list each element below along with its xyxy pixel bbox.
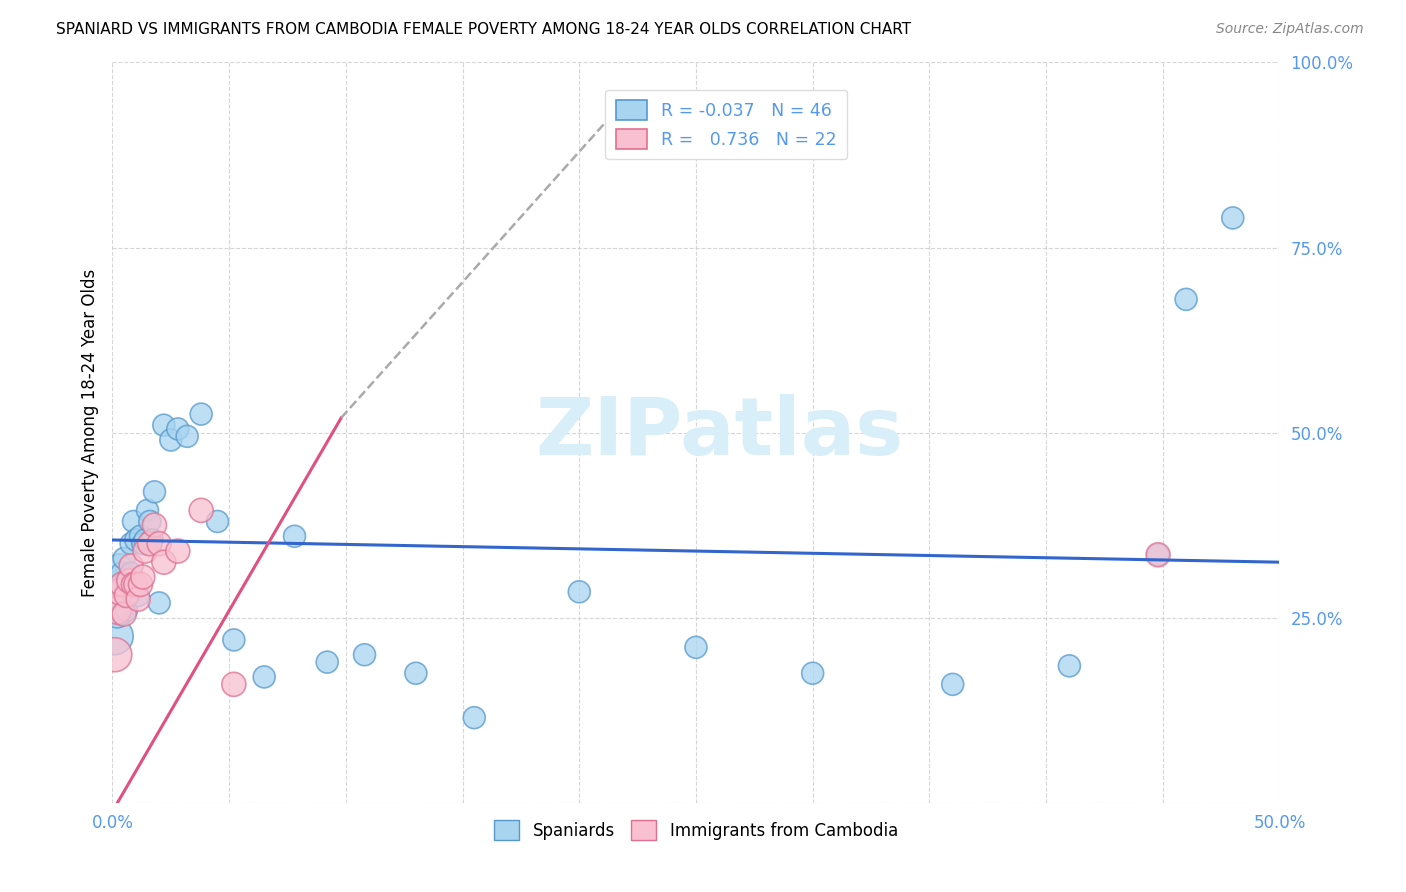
Point: [143, 518, 166, 533]
Point: [1222, 211, 1244, 225]
Point: [134, 533, 156, 547]
Point: [122, 515, 145, 529]
Point: [1059, 658, 1081, 673]
Point: [283, 529, 305, 543]
Point: [112, 581, 135, 595]
Point: [132, 536, 155, 550]
Point: [115, 589, 138, 603]
Point: [111, 566, 134, 581]
Point: [120, 536, 142, 550]
Text: Source: ZipAtlas.com: Source: ZipAtlas.com: [1216, 22, 1364, 37]
Point: [112, 551, 135, 566]
Point: [132, 570, 155, 584]
Point: [118, 574, 141, 588]
Point: [108, 574, 131, 588]
Point: [105, 584, 128, 599]
Point: [190, 407, 212, 421]
Point: [120, 558, 142, 573]
Point: [127, 592, 149, 607]
Point: [801, 666, 824, 681]
Point: [568, 584, 591, 599]
Point: [222, 632, 245, 647]
Text: SPANIARD VS IMMIGRANTS FROM CAMBODIA FEMALE POVERTY AMONG 18-24 YEAR OLDS CORREL: SPANIARD VS IMMIGRANTS FROM CAMBODIA FEM…: [56, 22, 911, 37]
Point: [148, 596, 170, 610]
Point: [108, 558, 131, 573]
Point: [463, 711, 485, 725]
Point: [120, 566, 142, 581]
Point: [111, 577, 134, 591]
Point: [105, 607, 128, 621]
Point: [1147, 548, 1170, 562]
Point: [108, 584, 131, 599]
Point: [685, 640, 707, 655]
Point: [153, 418, 176, 433]
Point: [127, 589, 149, 603]
Point: [176, 429, 198, 443]
Point: [942, 677, 965, 691]
Point: [136, 503, 159, 517]
Point: [112, 607, 135, 621]
Point: [153, 555, 176, 569]
Point: [166, 544, 188, 558]
Text: ZIPatlas: ZIPatlas: [536, 393, 904, 472]
Point: [141, 533, 163, 547]
Point: [405, 666, 427, 681]
Point: [253, 670, 276, 684]
Point: [316, 655, 339, 669]
Point: [139, 536, 162, 550]
Point: [134, 544, 156, 558]
Point: [148, 536, 170, 550]
Point: [104, 629, 127, 643]
Point: [104, 648, 127, 662]
Point: [105, 603, 128, 617]
Point: [125, 533, 148, 547]
Point: [207, 515, 229, 529]
Point: [139, 515, 162, 529]
Point: [129, 577, 152, 591]
Point: [111, 607, 134, 621]
Point: [115, 603, 138, 617]
Point: [118, 589, 141, 603]
Point: [125, 577, 148, 591]
Point: [143, 484, 166, 499]
Legend: Spaniards, Immigrants from Cambodia: Spaniards, Immigrants from Cambodia: [488, 814, 904, 847]
Point: [129, 529, 152, 543]
Point: [1147, 548, 1170, 562]
Point: [190, 503, 212, 517]
Point: [353, 648, 375, 662]
Point: [166, 422, 188, 436]
Point: [115, 574, 138, 588]
Point: [160, 433, 183, 447]
Point: [222, 677, 245, 691]
Y-axis label: Female Poverty Among 18-24 Year Olds: Female Poverty Among 18-24 Year Olds: [80, 268, 98, 597]
Point: [122, 577, 145, 591]
Point: [1175, 293, 1198, 307]
